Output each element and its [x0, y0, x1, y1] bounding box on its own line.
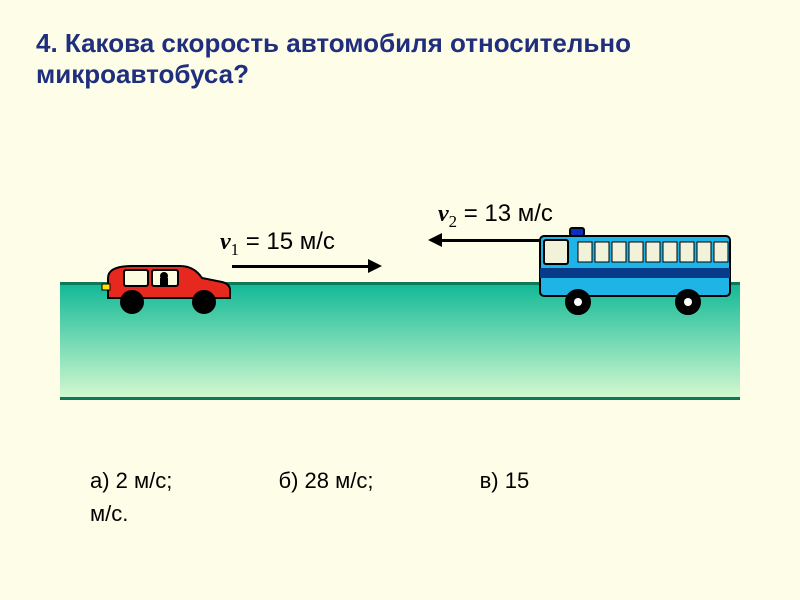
answer-options: а) 2 м/с; б) 28 м/с; в) 15 м/с.	[90, 464, 700, 530]
answer-c-prefix: в) 15	[480, 468, 530, 493]
road-bottom-edge	[60, 397, 740, 400]
question-text: 4. Какова скорость автомобиля относитель…	[36, 28, 740, 90]
bus-svg	[520, 222, 740, 317]
answer-c-wrap: м/с.	[90, 501, 128, 526]
car	[88, 246, 238, 321]
answer-b: б) 28 м/с;	[279, 468, 374, 493]
car-svg	[88, 246, 238, 316]
physics-slide: 4. Какова скорость автомобиля относитель…	[0, 0, 800, 600]
answer-a: а) 2 м/с;	[90, 468, 172, 493]
bus	[520, 222, 740, 322]
